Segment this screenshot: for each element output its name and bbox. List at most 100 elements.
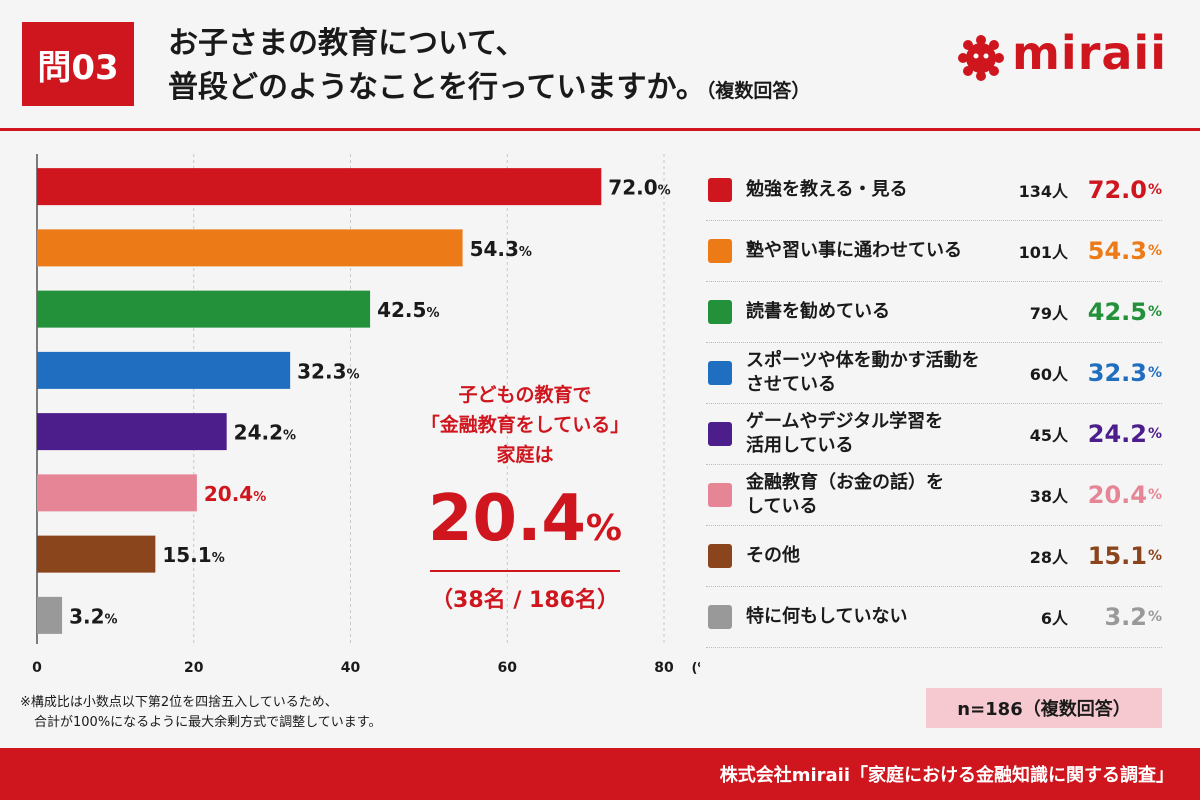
callout-number: 20.4: [428, 482, 586, 556]
bar-value-label: 42.5%: [377, 298, 439, 322]
bar-value-unit: %: [283, 429, 296, 444]
legend-row: その他 28人 15.1%: [706, 526, 1162, 587]
logo-wordmark: miraii: [1012, 26, 1167, 80]
sample-size-badge: n=186（複数回答）: [926, 688, 1162, 728]
legend-swatch: [708, 544, 732, 568]
bar-value-unit: %: [105, 612, 118, 627]
bar: [37, 229, 463, 267]
legend-percent: 72.0%: [1072, 160, 1162, 220]
legend-label: 読書を勧めている: [746, 282, 1016, 342]
x-tick-label: 60: [498, 660, 518, 676]
legend-label: 特に何もしていない: [746, 587, 1016, 647]
legend-percent-unit: %: [1147, 243, 1162, 259]
bar-value-label: 3.2%: [69, 604, 117, 628]
legend-label-line: している: [746, 496, 818, 517]
miraii-logo: miraii: [956, 26, 1186, 86]
question-badge: 問03: [22, 22, 134, 106]
legend-percent-unit: %: [1147, 304, 1162, 320]
callout-line-1: 子どもの教育で: [458, 384, 592, 406]
legend-row: 勉強を教える・見る 134人 72.0%: [706, 160, 1162, 221]
bar-value-label: 20.4%: [204, 482, 266, 506]
legend-label: 勉強を教える・見る: [746, 160, 1016, 220]
legend-row: 読書を勧めている 79人 42.5%: [706, 282, 1162, 343]
legend-label-line: 勉強を教える・見る: [746, 179, 908, 200]
footer-source: 株式会社miraii「家庭における金融知識に関する調査」: [719, 765, 1174, 786]
legend-count: 38人: [1029, 487, 1068, 506]
bar-value-label: 15.1%: [162, 543, 224, 567]
bar: [37, 474, 197, 512]
legend-count: 6人: [1040, 609, 1068, 628]
legend-swatch: [708, 422, 732, 446]
legend-percent: 24.2%: [1072, 404, 1162, 464]
legend-swatch: [708, 300, 732, 324]
legend-percent-unit: %: [1147, 182, 1162, 198]
legend-percent-value: 72.0: [1087, 176, 1147, 204]
legend-percent-value: 24.2: [1087, 420, 1147, 448]
legend-label-line: その他: [746, 545, 800, 566]
legend-percent-value: 20.4: [1087, 481, 1147, 509]
legend-percent: 15.1%: [1072, 526, 1162, 586]
legend-label: ゲームやデジタル学習を 活用している: [746, 404, 1016, 464]
bar: [37, 351, 291, 389]
callout-unit: %: [585, 508, 622, 549]
bar-value-label: 72.0%: [608, 176, 670, 200]
legend-percent-unit: %: [1147, 426, 1162, 442]
legend-label: スポーツや体を動かす活動を させている: [746, 343, 1016, 403]
legend-swatch: [708, 483, 732, 507]
legend-label-line: 活用している: [746, 435, 854, 456]
legend-label-line: 塾や習い事に通わせている: [746, 240, 962, 261]
bar-value-label: 24.2%: [234, 421, 296, 445]
bar: [37, 535, 156, 573]
bar-value-label: 32.3%: [297, 359, 359, 383]
title-line-2-text: 普段どのようなことを行っていますか。: [168, 70, 706, 105]
legend-percent-value: 3.2: [1104, 603, 1147, 631]
legend-percent: 54.3%: [1072, 221, 1162, 281]
legend-count: 79人: [1029, 304, 1068, 323]
legend-percent-unit: %: [1147, 365, 1162, 381]
header-divider: [0, 128, 1200, 131]
title-note: （複数回答）: [705, 80, 811, 102]
legend-count: 60人: [1029, 365, 1068, 384]
legend-count: 45人: [1029, 426, 1068, 445]
legend-row: 塾や習い事に通わせている 101人 54.3%: [706, 221, 1162, 282]
legend-swatch: [708, 239, 732, 263]
callout-line-2: 「金融教育をしている」: [420, 414, 630, 436]
bar-value-unit: %: [347, 367, 360, 382]
legend-count: 134人: [1018, 182, 1068, 201]
callout-line-3: 家庭は: [496, 444, 554, 466]
bar: [37, 168, 602, 206]
legend-label: 塾や習い事に通わせている: [746, 221, 1016, 281]
legend-percent-value: 42.5: [1087, 298, 1147, 326]
x-axis-unit: (%): [692, 661, 700, 676]
legend-swatch: [708, 178, 732, 202]
bar-value-label: 54.3%: [470, 237, 532, 261]
bar-value-unit: %: [519, 245, 532, 260]
x-tick-label: 80: [654, 660, 674, 676]
legend-row: スポーツや体を動かす活動を させている 60人 32.3%: [706, 343, 1162, 404]
legend-percent-value: 54.3: [1087, 237, 1147, 265]
bar: [37, 290, 371, 328]
legend-percent-unit: %: [1147, 548, 1162, 564]
legend-count: 28人: [1029, 548, 1068, 567]
legend-percent-unit: %: [1147, 487, 1162, 503]
bar-value-unit: %: [658, 184, 671, 199]
callout-divider: [430, 570, 620, 572]
legend-percent: 32.3%: [1072, 343, 1162, 403]
legend-label-line: スポーツや体を動かす活動を: [746, 350, 980, 371]
legend-row: 特に何もしていない 6人 3.2%: [706, 587, 1162, 648]
x-tick-label: 40: [341, 660, 361, 676]
legend-percent-unit: %: [1147, 609, 1162, 625]
legend-percent-value: 32.3: [1087, 359, 1147, 387]
title-line-1: お子さまの教育について、: [168, 26, 526, 61]
callout-value: 20.4%: [410, 478, 640, 570]
legend-row: ゲームやデジタル学習を 活用している 45人 24.2%: [706, 404, 1162, 465]
footnote: ※構成比は小数点以下第2位を四捨五入しているため、 合計が100%になるように最…: [20, 693, 381, 733]
legend-label: 金融教育（お金の話）を している: [746, 465, 1016, 525]
legend-percent: 42.5%: [1072, 282, 1162, 342]
legend-percent: 20.4%: [1072, 465, 1162, 525]
legend-row: 金融教育（お金の話）を している 38人 20.4%: [706, 465, 1162, 526]
legend-percent-value: 15.1: [1087, 542, 1147, 570]
legend-label-line: 特に何もしていない: [746, 606, 908, 627]
footnote-line-2: 合計が100%になるように最大余剰方式で調整しています。: [34, 715, 382, 730]
bar-value-unit: %: [426, 306, 439, 321]
